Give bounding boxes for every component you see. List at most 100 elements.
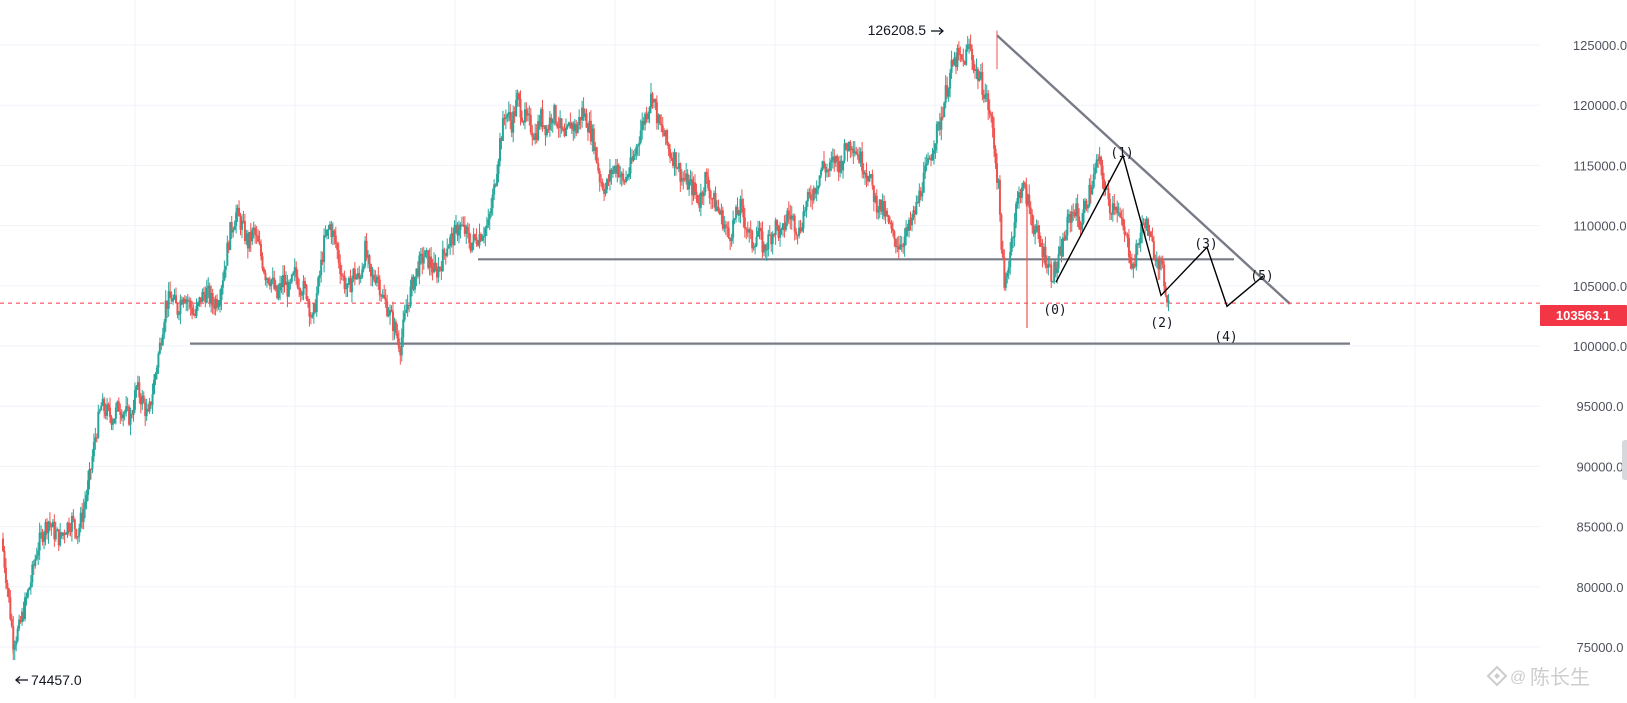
candle-body	[471, 242, 474, 251]
candle-body	[654, 99, 657, 103]
candle-body	[1161, 260, 1164, 265]
candle-body	[438, 266, 441, 268]
candle-body	[591, 128, 594, 142]
candle-body	[402, 319, 405, 338]
candle-body	[557, 127, 560, 129]
candle-body	[452, 233, 455, 246]
watermark: @ 陈长生	[1486, 665, 1590, 689]
candle-body	[592, 128, 595, 151]
candle-body	[801, 228, 804, 232]
candle-body	[103, 398, 106, 412]
descending-trendline	[996, 34, 1291, 305]
candle-body	[913, 210, 916, 215]
candle-body	[174, 295, 177, 304]
candle-body	[953, 57, 956, 66]
candle-body	[840, 160, 843, 171]
candle-body	[409, 286, 412, 307]
candle-body	[318, 275, 321, 278]
candle-body	[601, 182, 604, 189]
watermark-text: 陈长生	[1530, 666, 1590, 689]
candle-body	[607, 179, 610, 182]
candle-body	[743, 217, 746, 229]
candle-body	[736, 206, 739, 215]
candle-body	[1154, 258, 1157, 261]
candle-body	[92, 442, 95, 457]
candle-body	[919, 190, 922, 197]
candle-body	[1029, 207, 1032, 215]
candle-body	[1167, 300, 1170, 303]
candle-body	[129, 413, 132, 425]
candle-body	[724, 224, 727, 227]
candle-body	[875, 195, 878, 213]
candle-body	[1113, 203, 1116, 210]
candle-body	[1086, 206, 1089, 209]
candle-body	[861, 151, 864, 171]
candle-body	[947, 88, 950, 97]
candle-body	[196, 302, 199, 306]
candle-body	[154, 373, 157, 380]
candle-body	[669, 149, 672, 158]
candle-body	[950, 60, 953, 73]
candle-body	[496, 174, 499, 186]
price-axis[interactable]: 125000.0 120000.0 115000.0 110000.0 105000.0…	[1573, 38, 1627, 655]
candle-body	[537, 121, 540, 140]
candle-body	[383, 294, 386, 299]
candle-body	[972, 60, 975, 71]
candle-body	[295, 267, 298, 278]
candle-body	[276, 285, 279, 299]
candle-body	[157, 353, 160, 368]
candle-body	[886, 210, 889, 215]
candle-body	[122, 413, 125, 419]
candle-body	[9, 597, 12, 619]
candle-body	[932, 150, 935, 154]
candle-body	[7, 588, 10, 598]
candle-body	[912, 210, 915, 218]
candle-body	[941, 116, 944, 118]
candle-body	[98, 410, 101, 412]
candle-body	[717, 206, 720, 211]
candle-body	[95, 437, 98, 439]
candle-body	[421, 253, 424, 264]
candle-body	[192, 313, 195, 315]
candle-body	[890, 223, 893, 229]
candle-body	[793, 215, 796, 232]
candle-body	[10, 618, 13, 627]
candle-body	[960, 54, 963, 60]
candle-body	[925, 163, 928, 166]
candle-body	[830, 160, 833, 163]
candle-body	[201, 292, 204, 303]
candle-body	[170, 297, 173, 302]
y-tick-label: 85000.0	[1577, 520, 1624, 535]
axis-scroll-handle[interactable]	[1622, 440, 1627, 480]
candle-body	[199, 297, 202, 303]
candle-body	[1130, 263, 1133, 269]
candle-body	[320, 259, 323, 276]
candle-body	[884, 210, 887, 217]
candle-body	[573, 123, 576, 131]
candle-body	[339, 262, 342, 274]
candle-body	[66, 522, 69, 534]
candle-body	[611, 170, 614, 175]
candle-body	[1056, 268, 1059, 274]
y-tick-label: 120000.0	[1573, 98, 1627, 113]
candle-body	[282, 274, 285, 288]
candle-body	[515, 99, 518, 117]
candle-body	[72, 515, 75, 520]
candle-body	[730, 237, 733, 242]
candle-body	[1013, 222, 1016, 238]
candle-body	[636, 145, 639, 147]
candle-body	[812, 188, 815, 201]
candle-body	[786, 210, 789, 222]
candle-body	[1072, 211, 1075, 213]
candle-body	[588, 120, 591, 133]
candle-body	[777, 225, 780, 238]
candle-body	[62, 532, 65, 536]
candle-body	[413, 276, 416, 290]
candle-body	[1037, 225, 1040, 233]
candle-body	[606, 179, 609, 190]
candle-body	[368, 255, 371, 265]
candle-body	[880, 199, 883, 212]
candle-body	[509, 111, 512, 121]
